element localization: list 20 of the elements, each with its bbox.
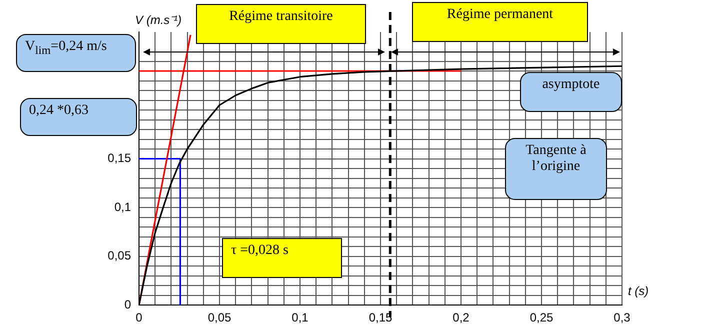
x-tick-label: 0,15 xyxy=(368,310,392,325)
x-tick-label: 0,1 xyxy=(292,310,309,325)
x-tick-label: 0,2 xyxy=(452,310,470,325)
callout-box: 0,24 *0,63 xyxy=(20,98,137,136)
x-axis-title: t (s) xyxy=(628,284,649,298)
callout-box: asymptote xyxy=(520,72,622,112)
y-tick-label: 0,15 xyxy=(108,151,132,166)
callout-box: Régime transitoire xyxy=(196,4,366,44)
x-tick-label: 0,25 xyxy=(530,310,554,325)
x-tick-label: 0,3 xyxy=(614,310,631,325)
y-tick-label: 0,05 xyxy=(108,248,132,263)
x-tick-label: 0,05 xyxy=(208,310,232,325)
y-axis-title: V (m.s⁻¹) xyxy=(135,13,182,27)
x-tick-label: 0 xyxy=(136,310,143,325)
callout-box: τ =0,028 s xyxy=(222,238,342,278)
y-tick-label: 0,1 xyxy=(114,200,132,214)
callout-box: V$_{lim}$=0,24 m/s xyxy=(16,34,136,72)
y-tick-label: 0 xyxy=(124,297,132,312)
callout-box: Régime permanent xyxy=(412,2,588,42)
callout-box: Tangente à l’origine xyxy=(505,138,607,200)
